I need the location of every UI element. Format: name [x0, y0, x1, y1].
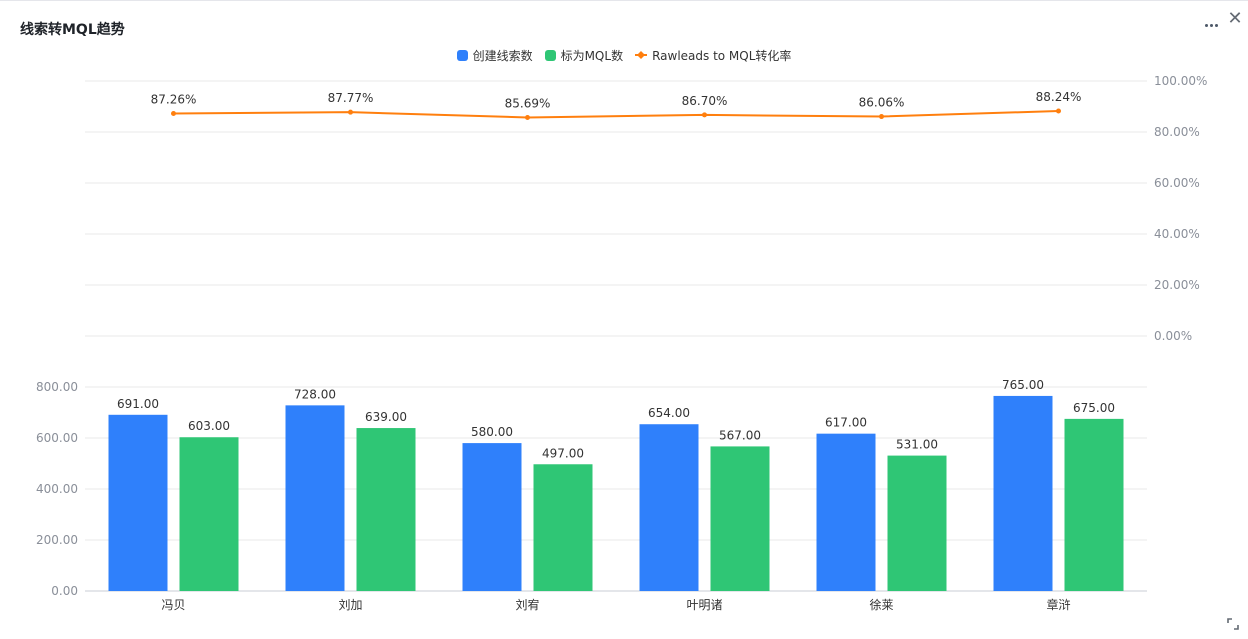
- bar-axis-tick-label: 600.00: [36, 431, 78, 445]
- legend-label: Rawleads to MQL转化率: [652, 48, 792, 63]
- line-point: [1056, 108, 1061, 114]
- x-axis-tick-label: 徐莱: [869, 597, 893, 612]
- line-value-label: 86.70%: [682, 94, 728, 108]
- line-value-label: 88.24%: [1036, 90, 1082, 104]
- close-icon[interactable]: ✕: [1227, 8, 1243, 29]
- line-point: [879, 114, 884, 120]
- bar: [710, 446, 770, 591]
- bar-axis-tick-label: 200.00: [36, 533, 78, 547]
- bar-value-label: 567.00: [719, 428, 761, 442]
- conversion-rate-line: [173, 109, 1059, 119]
- chart-title: 线索转MQL趋势: [20, 22, 125, 38]
- bar: [285, 405, 345, 591]
- line-value-label: 87.77%: [328, 91, 374, 105]
- bar: [887, 455, 947, 591]
- bar: [639, 424, 699, 591]
- bar-value-label: 765.00: [1002, 378, 1044, 392]
- line-axis-tick-label: 0.00%: [1154, 329, 1192, 343]
- legend-swatch-blue: [456, 49, 468, 61]
- legend-line-marker-icon: [635, 51, 648, 59]
- legend-item-mql[interactable]: 标为MQL数: [544, 47, 624, 64]
- legend-item-created-leads[interactable]: 创建线索数: [456, 47, 533, 64]
- bar: [533, 464, 593, 591]
- bar-value-label: 580.00: [471, 425, 513, 439]
- expand-corner-icon[interactable]: [1226, 617, 1240, 631]
- line-axis-tick-label: 80.00%: [1154, 125, 1200, 139]
- line-axis-tick-label: 20.00%: [1154, 278, 1200, 292]
- line-point: [348, 109, 353, 115]
- bar-value-label: 497.00: [542, 446, 584, 460]
- line-value-label: 87.26%: [151, 92, 197, 106]
- bar: [462, 443, 522, 591]
- bar: [1064, 418, 1124, 591]
- line-value-label: 85.69%: [505, 96, 551, 110]
- bar: [108, 414, 168, 591]
- legend-item-conversion-rate[interactable]: Rawleads to MQL转化率: [635, 47, 791, 64]
- bar-value-label: 728.00: [294, 387, 336, 401]
- bar-value-label: 617.00: [825, 416, 867, 430]
- bar-value-label: 531.00: [896, 438, 938, 452]
- legend-label: 标为MQL数: [560, 48, 624, 63]
- bar: [993, 395, 1053, 591]
- x-axis-tick-label: 刘宥: [515, 597, 539, 612]
- line-axis-tick-label: 100.00%: [1154, 74, 1207, 88]
- chart-legend: 创建线索数 标为MQL数 Rawleads to MQL转化率: [0, 44, 1248, 66]
- bar-axis-tick-label: 400.00: [36, 482, 78, 496]
- legend-swatch-green: [544, 49, 556, 61]
- x-axis-tick-label: 冯贝: [161, 598, 185, 612]
- x-axis-tick-label: 刘加: [338, 598, 362, 612]
- more-dots-icon[interactable]: [1200, 12, 1222, 38]
- bar-value-label: 603.00: [188, 419, 230, 433]
- bar-value-label: 639.00: [365, 410, 407, 424]
- bar-value-label: 675.00: [1073, 401, 1115, 415]
- line-axis-tick-label: 40.00%: [1154, 227, 1200, 241]
- bar-value-label: 691.00: [117, 397, 159, 411]
- x-axis-tick-label: 叶明诸: [686, 598, 722, 612]
- legend-label: 创建线索数: [472, 48, 533, 63]
- line-axis-tick-label: 60.00%: [1154, 176, 1200, 190]
- line-point: [171, 110, 176, 116]
- bar: [356, 428, 416, 591]
- bar: [179, 437, 239, 591]
- line-point: [525, 114, 530, 120]
- bar-value-label: 654.00: [648, 406, 690, 420]
- bar-axis-tick-label: 800.00: [36, 380, 78, 394]
- bar-axis-tick-label: 0.00: [51, 584, 78, 598]
- line-value-label: 86.06%: [859, 96, 905, 110]
- line-point: [702, 112, 707, 118]
- bar: [816, 433, 876, 591]
- x-axis-tick-label: 章浒: [1046, 597, 1070, 612]
